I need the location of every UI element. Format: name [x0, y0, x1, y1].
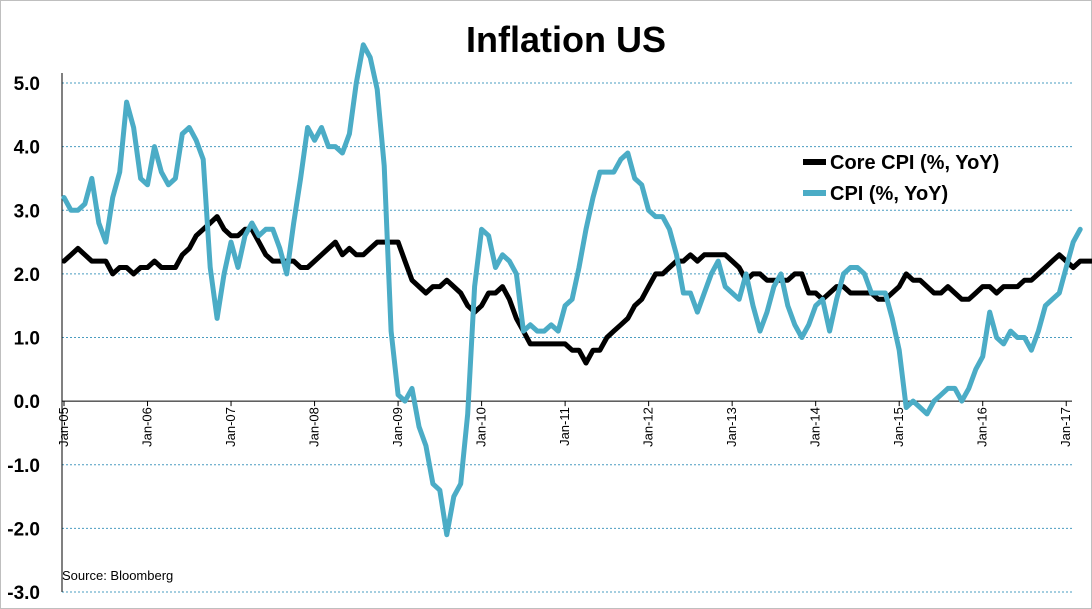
legend-label-cpi: CPI (%, YoY) — [830, 183, 948, 205]
x-tick-label: Jan-06 — [140, 407, 155, 447]
series-line-core-cpi — [61, 214, 1092, 366]
y-tick-label: -1.0 — [7, 456, 40, 477]
series-line-cpi — [61, 42, 1083, 538]
x-tick-label: Jan-10 — [474, 407, 489, 447]
x-tick-label: Jan-11 — [557, 407, 572, 446]
chart-title: Inflation US — [466, 19, 666, 60]
x-axis-ticks: Jan-05 Jan-06 Jan-07 Jan-08 Jan-09 Jan-10 Jan-… — [56, 401, 1073, 447]
y-axis-ticks: 5.0 4.0 3.0 2.0 1.0 0.0 -1.0 -2.0 -3.0 — [7, 74, 40, 604]
y-tick-label: 3.0 — [14, 201, 40, 222]
y-tick-label: 2.0 — [14, 265, 40, 286]
y-tick-label: 0.0 — [14, 392, 40, 413]
x-tick-label: Jan-17 — [1058, 407, 1073, 447]
x-tick-label: Jan-12 — [641, 407, 656, 447]
series-lines — [61, 42, 1092, 538]
x-tick-label: Jan-08 — [307, 407, 322, 447]
y-tick-label: -3.0 — [7, 583, 40, 604]
x-tick-label: Jan-09 — [390, 407, 405, 447]
legend: Core CPI (%, YoY) CPI (%, YoY) — [803, 152, 999, 205]
source-note: Source: Bloomberg — [62, 568, 173, 583]
x-tick-label: Jan-07 — [223, 407, 238, 447]
x-tick-label: Jan-05 — [56, 407, 71, 447]
x-tick-label: Jan-13 — [724, 407, 739, 447]
y-tick-label: 5.0 — [14, 74, 40, 95]
legend-label-core-cpi: Core CPI (%, YoY) — [830, 152, 999, 174]
x-tick-label: Jan-14 — [808, 407, 823, 447]
y-tick-label: 1.0 — [14, 329, 40, 350]
x-tick-label: Jan-15 — [891, 407, 906, 447]
y-tick-label: -2.0 — [7, 519, 40, 540]
y-tick-label: 4.0 — [14, 138, 40, 159]
x-tick-label: Jan-16 — [975, 407, 990, 447]
